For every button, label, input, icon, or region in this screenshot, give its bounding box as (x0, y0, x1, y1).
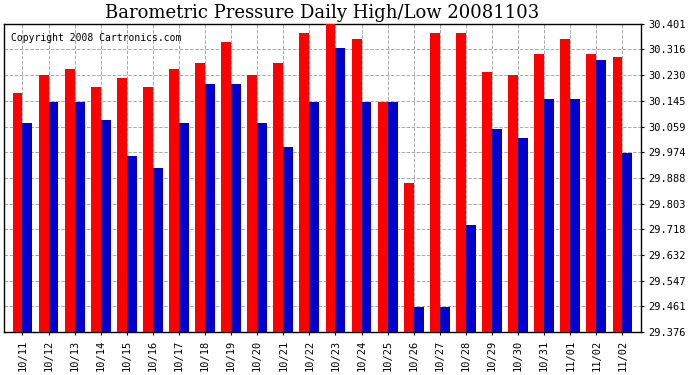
Bar (309, 102, 319, 332)
Bar (101, 120, 110, 332)
Bar (284, 147, 293, 332)
Bar (257, 123, 267, 332)
Bar (326, 24, 335, 332)
Bar (430, 33, 440, 332)
Bar (622, 153, 632, 332)
Bar (299, 33, 309, 332)
Bar (127, 156, 137, 332)
Bar (586, 54, 596, 332)
Bar (75, 102, 84, 332)
Bar (377, 102, 388, 332)
Bar (596, 60, 607, 332)
Bar (613, 57, 622, 332)
Bar (221, 42, 231, 332)
Bar (560, 39, 570, 332)
Bar (362, 102, 371, 332)
Bar (91, 87, 101, 332)
Bar (65, 69, 75, 332)
Bar (544, 99, 554, 332)
Bar (153, 168, 163, 332)
Bar (231, 84, 241, 332)
Bar (534, 54, 544, 332)
Bar (518, 138, 528, 332)
Bar (205, 84, 215, 332)
Bar (482, 72, 492, 332)
Text: Copyright 2008 Cartronics.com: Copyright 2008 Cartronics.com (10, 33, 181, 43)
Bar (247, 75, 257, 332)
Bar (23, 123, 32, 332)
Bar (492, 129, 502, 332)
Bar (169, 69, 179, 332)
Bar (570, 99, 580, 332)
Bar (414, 307, 424, 332)
Bar (440, 307, 450, 332)
Bar (352, 39, 362, 332)
Bar (195, 63, 205, 332)
Bar (273, 63, 284, 332)
Bar (404, 183, 414, 332)
Bar (388, 102, 397, 332)
Bar (143, 87, 153, 332)
Bar (508, 75, 518, 332)
Bar (117, 78, 127, 332)
Bar (179, 123, 189, 332)
Bar (12, 93, 23, 332)
Bar (456, 33, 466, 332)
Bar (48, 102, 59, 332)
Bar (335, 48, 346, 332)
Title: Barometric Pressure Daily High/Low 20081103: Barometric Pressure Daily High/Low 20081… (106, 4, 540, 22)
Bar (39, 75, 48, 332)
Bar (466, 225, 476, 332)
